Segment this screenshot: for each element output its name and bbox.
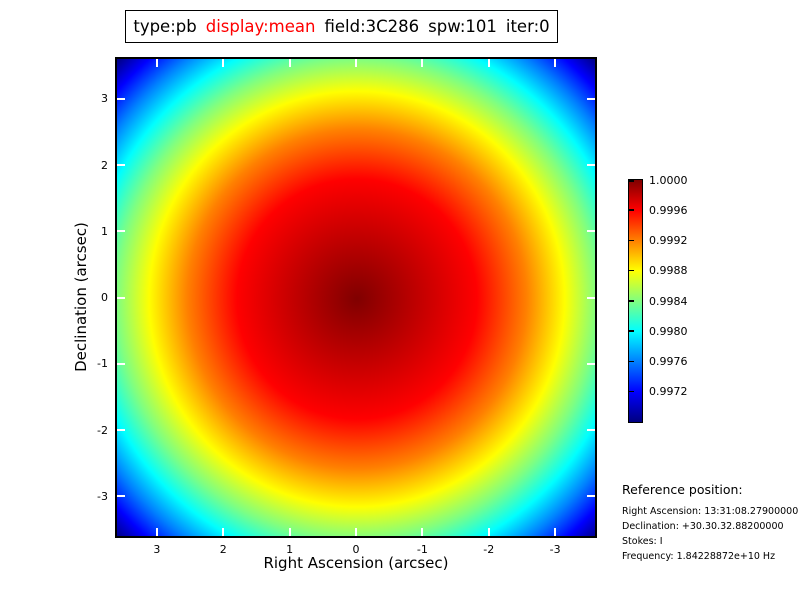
title-segment: spw:101 <box>428 17 497 36</box>
y-tick-label: -1 <box>97 357 108 371</box>
x-tick-mark <box>155 528 158 536</box>
y-tick-mark <box>587 164 595 166</box>
x-tick-label: -3 <box>549 543 561 556</box>
y-tick-mark <box>117 495 125 498</box>
y-tick-label: 0 <box>101 291 108 304</box>
x-tick-mark <box>355 528 357 536</box>
y-tick-label: 3 <box>101 92 108 106</box>
reference-line: Right Ascension: 13:31:08.27900000 <box>622 506 799 517</box>
colorbar-tick-mark <box>629 330 634 332</box>
colorbar-tick-label: 1.0000 <box>649 173 688 187</box>
x-tick-mark <box>155 59 158 67</box>
x-tick-label: -1 <box>416 543 428 556</box>
colorbar-tick-label: 0.9980 <box>649 324 688 338</box>
x-axis-title: Right Ascension (arcsec) <box>263 554 449 572</box>
x-tick-mark <box>355 59 357 67</box>
reference-position-block: Reference position: Right Ascension: 13:… <box>622 482 799 564</box>
y-tick-mark <box>587 495 595 498</box>
y-tick-mark <box>117 429 125 431</box>
x-tick-label: 3 <box>153 543 161 556</box>
reference-heading: Reference position: <box>622 482 743 497</box>
x-tick-label: 1 <box>286 543 294 556</box>
y-tick-mark <box>587 97 595 100</box>
y-tick-mark <box>117 164 125 166</box>
y-tick-label: -3 <box>97 489 108 503</box>
x-tick-label: -2 <box>483 543 495 556</box>
colorbar-tick-mark <box>629 360 634 362</box>
colorbar <box>628 179 643 423</box>
x-tick-mark <box>288 528 291 536</box>
colorbar-tick-mark <box>629 209 634 211</box>
colorbar-tick-label: 0.9976 <box>649 355 688 368</box>
colorbar-tick-label: 0.9984 <box>649 294 688 308</box>
y-tick-mark <box>587 362 595 365</box>
colorbar-tick-label: 0.9972 <box>649 385 688 399</box>
colorbar-tick-mark <box>629 269 634 272</box>
title-segment: iter:0 <box>505 17 550 36</box>
x-tick-mark <box>222 528 225 536</box>
y-tick-mark <box>587 429 595 431</box>
y-tick-label: 1 <box>101 224 108 238</box>
colorbar-tick-label: 0.9996 <box>649 203 688 217</box>
reference-line: Frequency: 1.84228872e+10 Hz <box>622 551 776 562</box>
x-tick-mark <box>487 528 490 536</box>
reference-line: Declination: +30.30.32.88200000 <box>622 521 784 532</box>
colorbar-tick-mark <box>629 390 634 393</box>
y-tick-label: -2 <box>97 423 108 437</box>
title-segment: display:mean <box>205 17 316 36</box>
y-tick-mark <box>117 97 125 100</box>
y-tick-mark <box>587 296 595 299</box>
colorbar-tick-mark <box>629 300 634 302</box>
x-tick-mark <box>487 59 490 67</box>
x-tick-mark <box>288 59 291 67</box>
colorbar-gradient <box>629 180 642 422</box>
colorbar-tick-label: 0.9988 <box>649 264 688 278</box>
plot-title-box: type:pb display:mean field:3C286 spw:101 ite… <box>125 10 558 43</box>
reference-line: Stokes: I <box>622 536 663 547</box>
x-tick-label: 2 <box>219 543 227 556</box>
y-tick-label: 2 <box>101 158 108 172</box>
title-segment: field:3C286 <box>324 17 420 36</box>
colorbar-tick-label: 0.9992 <box>649 234 688 247</box>
title-segment: type:pb <box>133 17 197 36</box>
y-tick-mark <box>587 230 595 233</box>
x-tick-mark <box>554 528 557 536</box>
x-tick-mark <box>222 59 225 67</box>
x-tick-mark <box>554 59 557 67</box>
reference-lines: Right Ascension: 13:31:08.27900000 Declin… <box>622 504 799 564</box>
colorbar-tick-mark <box>629 239 634 241</box>
y-tick-mark <box>117 362 125 365</box>
x-tick-mark <box>421 59 424 67</box>
x-axis-tick-labels: 3 2 1 0 -1 -2 -3 <box>117 543 595 557</box>
heatmap-image <box>115 57 597 538</box>
colorbar-tick-mark <box>629 180 634 182</box>
y-axis-tick-labels: 3 2 1 0 -1 -2 -3 <box>70 59 108 536</box>
y-tick-mark <box>117 230 125 233</box>
y-tick-mark <box>117 296 125 299</box>
x-tick-label: 0 <box>352 543 360 556</box>
x-tick-mark <box>421 528 424 536</box>
